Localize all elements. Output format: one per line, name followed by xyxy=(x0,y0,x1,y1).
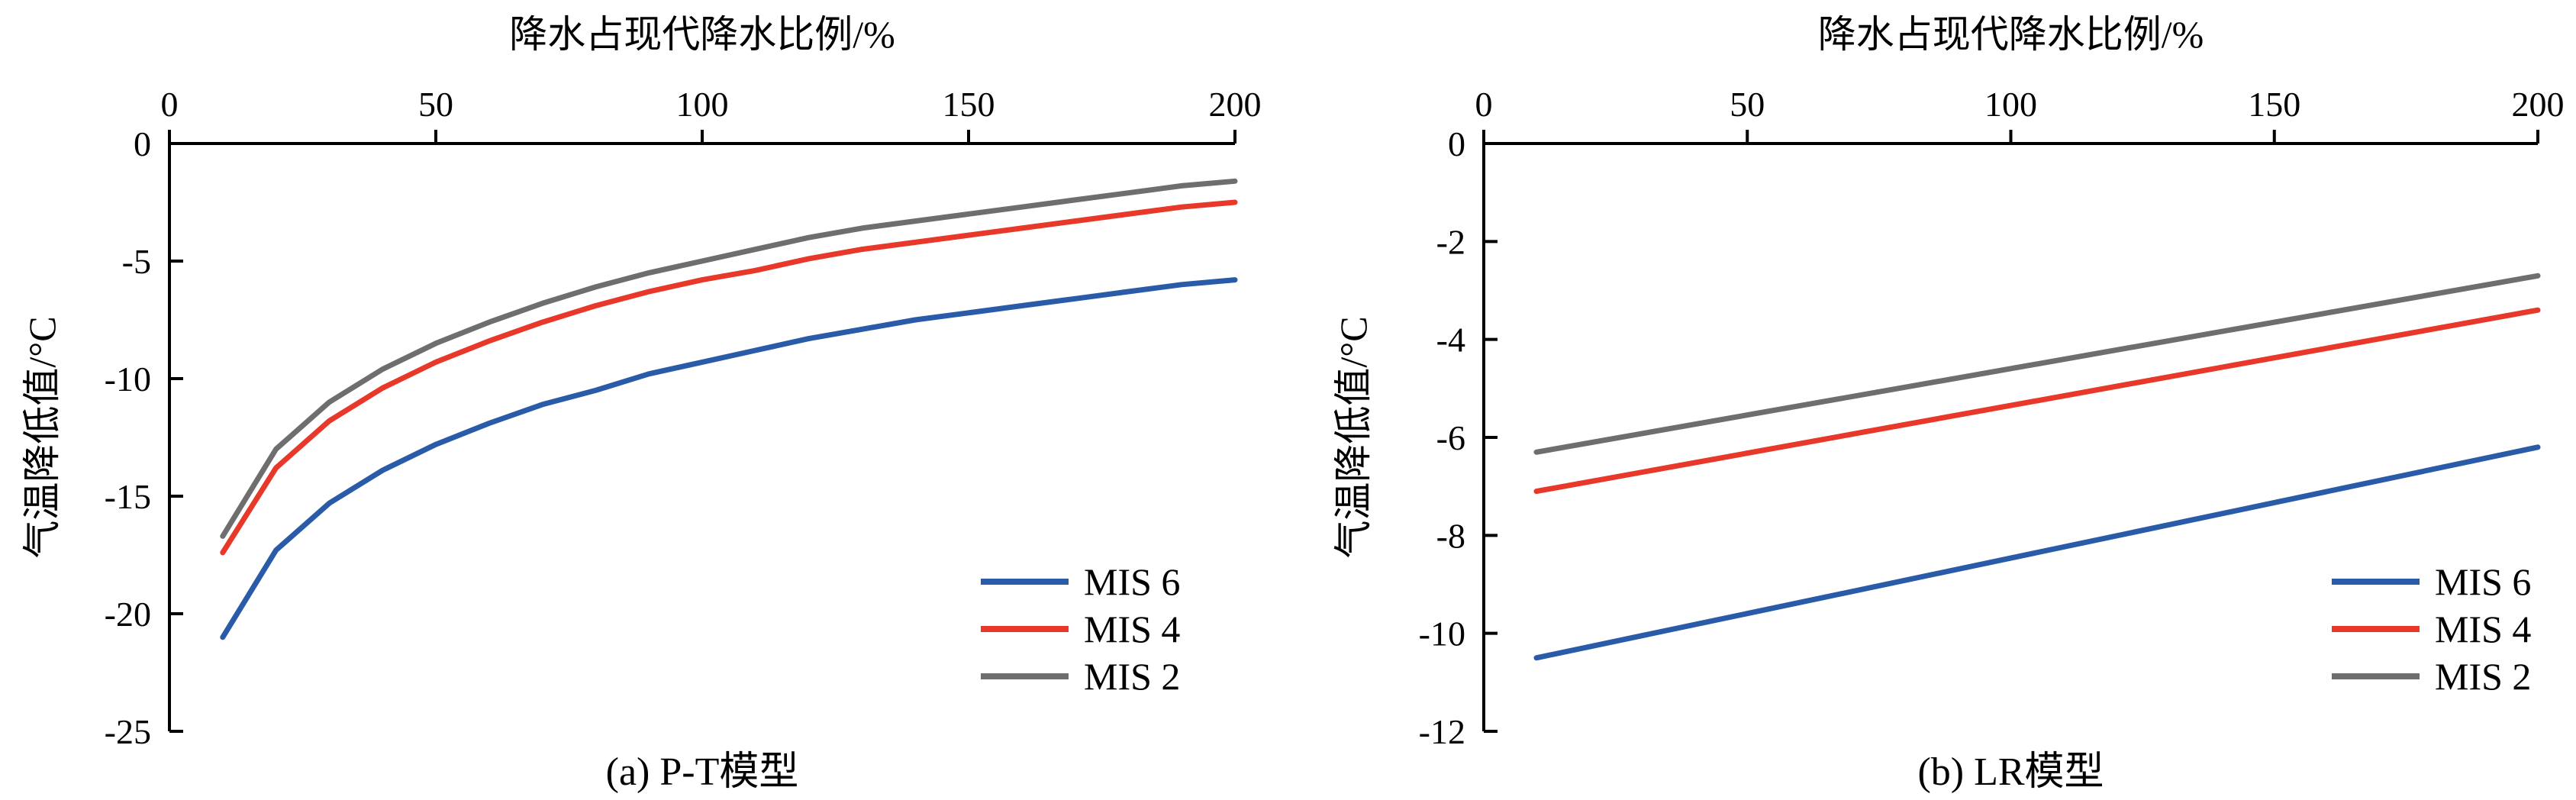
series-line-mis-2 xyxy=(220,178,1238,539)
panel-pt-model: 0 50 100 150 200 0 -5 -10 -15 -20 -25 降水占现代降水比例/% 气温… xyxy=(21,13,1262,794)
y-tick-label: -10 xyxy=(1419,615,1465,653)
series-line-mis-6 xyxy=(1533,444,2541,661)
series-line-mis-4 xyxy=(220,199,1238,556)
y-tick-label: -12 xyxy=(1419,712,1465,751)
legend-label: MIS 2 xyxy=(2435,655,2531,698)
series-line-mis-6 xyxy=(220,277,1238,640)
y-tick-label: -10 xyxy=(105,360,151,398)
x-tick-label: 200 xyxy=(1209,85,1262,124)
y-tick-label: 0 xyxy=(1448,124,1465,163)
legend-label: MIS 6 xyxy=(1084,560,1180,603)
y-tick-label: -5 xyxy=(122,242,151,281)
x-tick-label: 200 xyxy=(2512,85,2565,124)
y-tick-label: -4 xyxy=(1436,321,1465,360)
y-tick-label: -8 xyxy=(1436,516,1465,555)
series-line-mis-4 xyxy=(1533,307,2541,495)
x-tick-label: 100 xyxy=(1984,85,2037,124)
x-tick-label: 100 xyxy=(676,85,729,124)
x-tick-label: 0 xyxy=(161,85,179,124)
legend-label: MIS 4 xyxy=(1084,608,1180,650)
legend-label: MIS 4 xyxy=(2435,608,2531,650)
y-tick-label: 0 xyxy=(134,124,151,163)
y-tick-label: -15 xyxy=(105,477,151,516)
y-tick-label: -2 xyxy=(1436,222,1465,261)
x-axis-title: 降水占现代降水比例/% xyxy=(1818,13,2204,56)
legend-label: MIS 6 xyxy=(2435,560,2531,603)
x-tick-label: 50 xyxy=(418,85,453,124)
panel-caption: (b) LR模型 xyxy=(1917,750,2104,794)
y-axis-title: 气温降低值/°C xyxy=(1332,316,1375,558)
series-line-mis-2 xyxy=(1533,273,2541,455)
x-tick-label: 150 xyxy=(943,85,995,124)
legend-label: MIS 2 xyxy=(1084,655,1180,698)
y-axis-title: 气温降低值/°C xyxy=(21,316,63,558)
panel-caption: (a) P-T模型 xyxy=(606,750,799,794)
x-axis-title: 降水占现代降水比例/% xyxy=(509,13,895,56)
y-tick-label: -20 xyxy=(105,595,151,634)
y-tick-label: -6 xyxy=(1436,418,1465,457)
x-tick-label: 150 xyxy=(2248,85,2300,124)
panel-lr-model: 0 50 100 150 200 0 -2 -4 -6 -8 -10 -12 降水占现代降水比例/% 气温… xyxy=(1332,13,2565,794)
y-tick-label: -25 xyxy=(105,712,151,751)
x-tick-label: 50 xyxy=(1730,85,1765,124)
x-tick-label: 0 xyxy=(1475,85,1493,124)
